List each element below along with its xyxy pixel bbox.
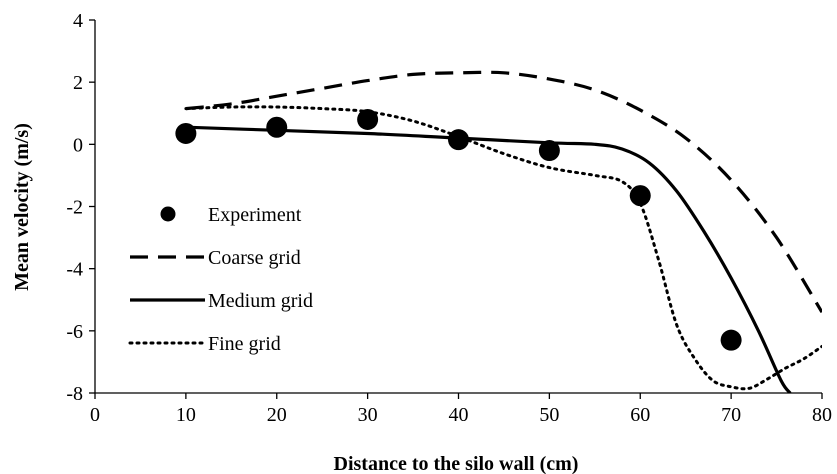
- series-line-medium-grid: [185, 125, 792, 393]
- legend-label-experiment: Experiment: [208, 204, 302, 226]
- x-tick-label-10: 10: [176, 404, 196, 426]
- data-point-experiment-6: [720, 329, 742, 351]
- x-tick-label-60: 60: [630, 404, 650, 426]
- data-point-experiment-3: [448, 129, 469, 151]
- x-tick-label-70: 70: [721, 404, 741, 426]
- series-line-coarse-grid: [185, 70, 822, 314]
- x-tick-label-80: 80: [812, 404, 832, 426]
- y-tick-label--4: -4: [66, 259, 83, 281]
- legend-label-coarse-grid: Coarse grid: [208, 247, 301, 269]
- data-point-experiment-2: [357, 108, 379, 130]
- data-point-experiment-5: [629, 185, 651, 207]
- data-point-experiment-1: [266, 116, 288, 138]
- x-tick-label-0: 0: [90, 404, 100, 426]
- data-point-experiment-4: [538, 140, 560, 162]
- y-tick-label--2: -2: [66, 197, 83, 219]
- y-tick-label-0: 0: [73, 134, 83, 156]
- x-tick-label-40: 40: [449, 404, 469, 426]
- y-tick-label--8: -8: [66, 383, 83, 405]
- x-tick-label-30: 30: [358, 404, 378, 426]
- data-point-experiment-0: [175, 122, 197, 144]
- x-axis-title: Distance to the silo wall (cm): [334, 453, 579, 474]
- legend-marker-experiment: [160, 206, 176, 222]
- plot-area: [175, 70, 822, 393]
- x-tick-label-20: 20: [267, 404, 287, 426]
- x-tick-label-50: 50: [539, 404, 559, 426]
- y-axis-title: Mean velocity (m/s): [11, 123, 33, 291]
- legend-label-fine-grid: Fine grid: [208, 333, 281, 355]
- y-tick-label--6: -6: [66, 321, 83, 343]
- legend-label-medium-grid: Medium grid: [208, 290, 313, 312]
- y-tick-label-2: 2: [73, 72, 83, 94]
- y-tick-label-4: 4: [73, 10, 83, 32]
- legend: Experiment Coarse grid Medium grid Fine gri…: [128, 204, 313, 355]
